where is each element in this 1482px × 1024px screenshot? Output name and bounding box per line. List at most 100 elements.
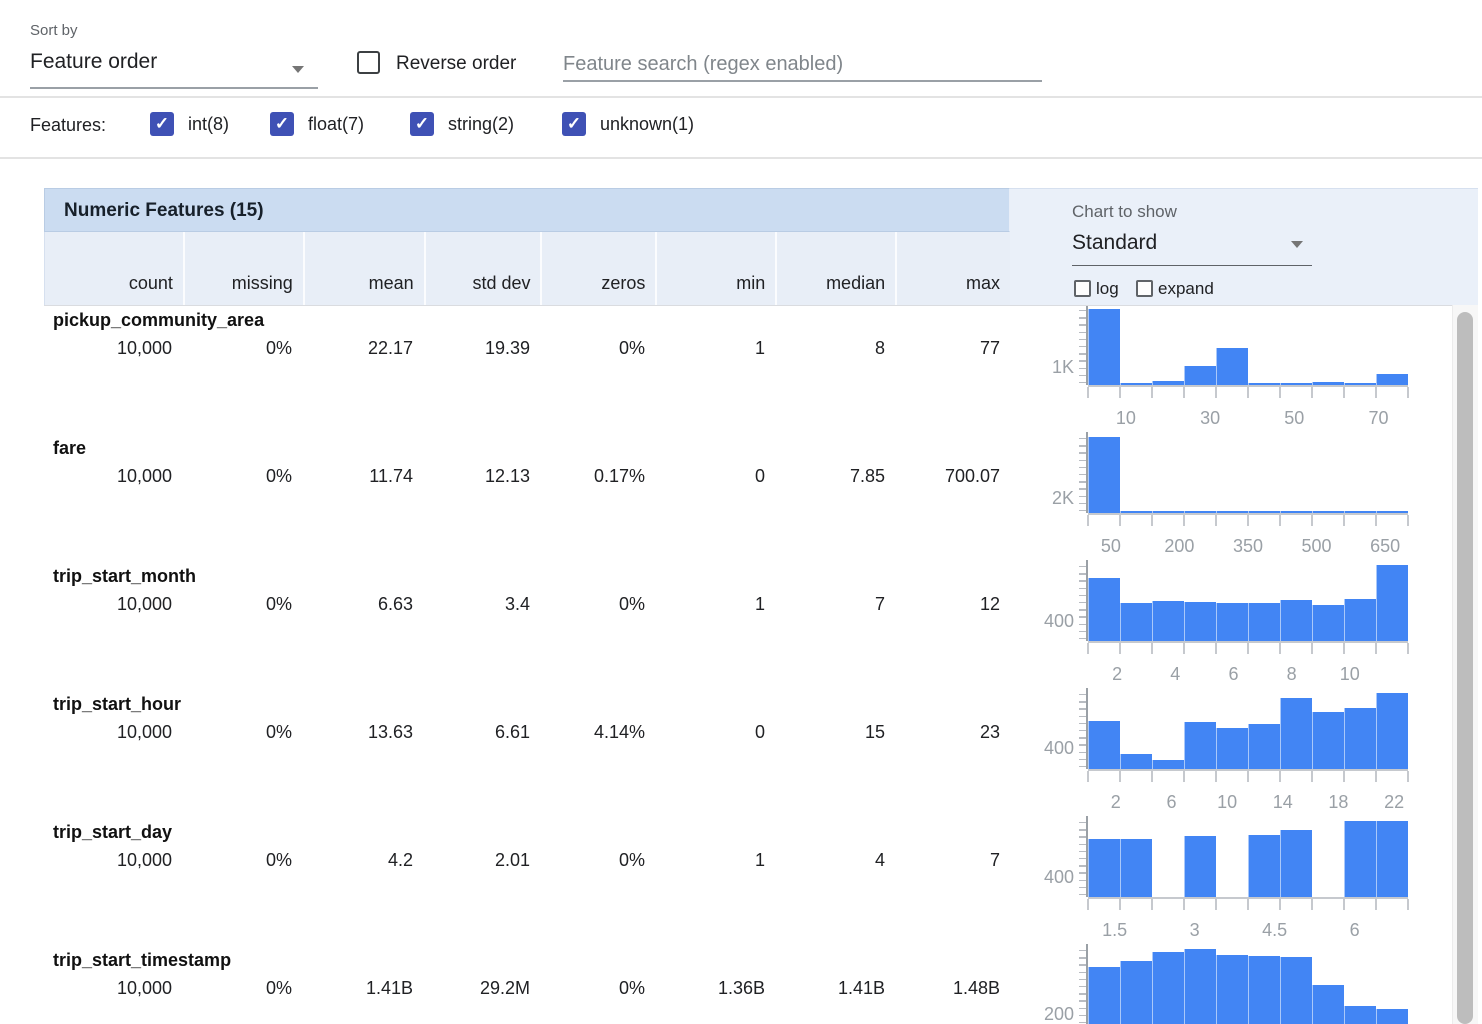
x-axis-tick [1247,643,1249,654]
stat-max: 12 [979,594,1000,614]
x-axis-tick [1215,387,1217,398]
histogram-bar [1344,383,1376,385]
y-axis-minor-tick [1079,502,1086,505]
y-axis-minor-tick [1079,950,1086,952]
x-axis-tick [1151,771,1153,782]
chevron-down-icon[interactable] [1291,241,1303,248]
feature-search-input[interactable] [563,48,1042,82]
y-axis-minor-tick [1079,360,1086,362]
histogram-bar [1312,985,1344,1024]
x-axis-tick [1183,899,1185,910]
column-header-count: count [128,273,173,293]
x-axis-tick [1215,771,1217,782]
stat-count: 10,000 [116,466,172,486]
histogram-bar [1120,961,1152,1024]
histogram-bar [1152,760,1184,769]
x-axis-tick [1247,771,1249,782]
y-axis-minor-tick [1079,957,1086,959]
histogram-bar [1120,511,1152,513]
stat-zeros: 4.14% [593,722,645,742]
y-axis-label: 400 [1043,738,1074,759]
y-axis-minor-tick [1079,338,1086,341]
filter-label: string(2) [448,114,515,134]
x-tick-label: 4.5 [1262,920,1288,940]
histogram-bar [1376,565,1408,641]
feature-stats: 10,000 0% 11.74 12.13 0.17% 0 7.85 700.07 [44,466,1010,487]
y-axis-minor-tick [1079,466,1086,469]
x-axis-line [1088,641,1408,643]
scrollbar-thumb[interactable] [1457,312,1473,1024]
y-axis-minor-tick [1079,971,1086,973]
histogram-bar [1344,1006,1376,1024]
filter-int[interactable]: ✓ int(8) [150,111,229,137]
histogram-bar [1184,836,1216,897]
y-axis-minor-tick [1079,737,1086,739]
panel-title-band: Numeric Features (15) [44,188,1010,232]
stat-missing: 0% [265,466,292,486]
histogram-bar [1376,511,1408,513]
chart-select-underline [1072,265,1312,266]
filter-unknown[interactable]: ✓ unknown(1) [562,111,694,137]
x-axis-tick [1343,643,1345,654]
y-axis-minor-tick [1079,488,1086,490]
x-axis-tick [1215,899,1217,910]
y-axis-minor-tick [1079,722,1086,725]
stat-median: 1.41B [837,978,885,998]
y-axis-minor-tick [1079,701,1086,703]
y-axis-minor-tick [1079,993,1086,995]
filter-label: float(7) [308,114,365,134]
x-axis-tick [1311,899,1313,910]
chart-type-select[interactable]: Standard [1072,231,1158,254]
x-tick-label: 8 [1286,664,1297,684]
filter-string[interactable]: ✓ string(2) [410,111,514,137]
stat-std-dev: 2.01 [494,850,530,870]
stat-count: 10,000 [116,850,172,870]
chart-to-show-label: Chart to show [1072,202,1177,221]
x-tick-label: 200 [1164,536,1195,556]
checked-checkbox-icon[interactable]: ✓ [270,112,294,136]
x-tick-label: 50 [1284,408,1305,428]
histogram-bar [1376,1009,1408,1024]
y-axis-label: 400 [1043,610,1074,631]
y-axis-label: 200 [1043,1003,1074,1024]
checked-checkbox-icon[interactable]: ✓ [562,112,586,136]
stat-mean: 1.41B [365,978,413,998]
column-header-zeros: zeros [540,232,655,305]
x-axis-tick [1279,387,1281,398]
y-axis-minor-tick [1079,609,1086,611]
histogram-bar [1184,366,1216,385]
x-axis-tick [1311,387,1313,398]
checked-checkbox-icon[interactable]: ✓ [410,112,434,136]
feature-row-trip_start_month: trip_start_month 10,000 0% 6.63 3.4 0% 1 7 12 400… [44,560,1452,690]
histogram-bar [1344,599,1376,641]
histogram-bar [1280,600,1312,641]
stat-std-dev: 19.39 [484,338,530,358]
stat-mean: 22.17 [367,338,413,358]
y-axis-minor-tick [1079,858,1086,860]
histogram-bar [1312,382,1344,385]
log-checkbox[interactable] [1074,280,1091,297]
y-axis-line [1086,432,1088,513]
reverse-order-checkbox[interactable] [357,51,380,74]
x-tick-label: 14 [1272,792,1293,812]
y-axis-minor-tick [1079,1022,1086,1024]
sort-by-select[interactable]: Feature order [30,50,158,73]
checked-checkbox-icon[interactable]: ✓ [150,112,174,136]
histogram-bar [1088,721,1120,769]
x-axis-tick [1119,643,1121,654]
expand-checkbox[interactable] [1136,280,1153,297]
x-axis-tick [1375,899,1377,910]
x-tick-label: 6 [1166,792,1177,812]
reverse-order-label: Reverse order [396,53,517,74]
feature-stats: 10,000 0% 13.63 6.61 4.14% 0 15 23 [44,722,1010,743]
stat-mean: 13.63 [367,722,413,742]
histogram-bar [1184,722,1216,769]
histogram-bar [1312,712,1344,769]
x-tick-label: 2 [1110,792,1121,812]
chevron-down-icon[interactable] [292,66,304,73]
y-axis-minor-tick [1079,1014,1086,1017]
filter-float[interactable]: ✓ float(7) [270,111,364,137]
y-axis-minor-tick [1079,346,1086,348]
x-axis-tick [1343,899,1345,910]
stat-std-dev: 6.61 [494,722,530,742]
